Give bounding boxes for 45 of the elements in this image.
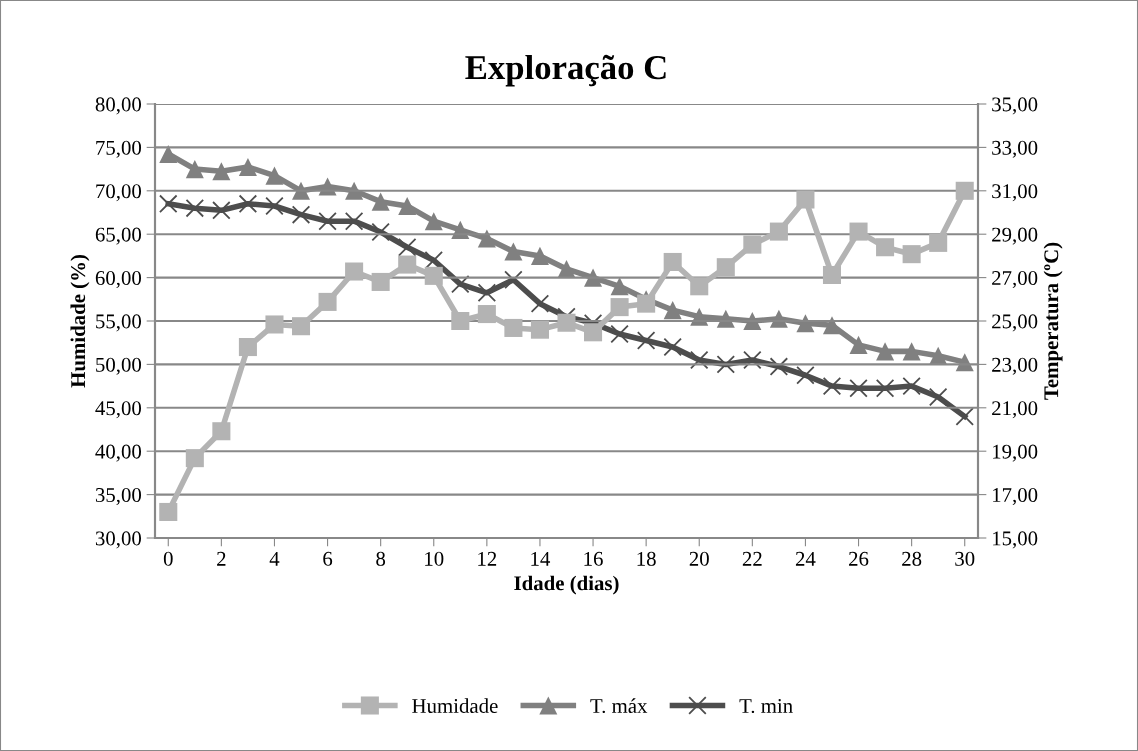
y-tick-label: 50,00	[96, 357, 142, 375]
y2-tick-label: 33,00	[992, 140, 1038, 158]
y-tick-label: 75,00	[96, 140, 142, 158]
legend-label: T. min	[739, 699, 793, 714]
y2-tick-label: 23,00	[992, 357, 1038, 375]
x-tick-label: 2	[217, 551, 226, 566]
x-tick-label: 6	[323, 551, 333, 566]
y-tick-label: 65,00	[95, 227, 142, 245]
legend-label: Humidade	[412, 698, 498, 713]
y2-tick-label: 27,00	[992, 270, 1038, 289]
y2-tick-label: 17,00	[993, 487, 1038, 506]
x-tick-label: 28	[902, 551, 922, 566]
y-tick-label: 60,00	[95, 270, 142, 289]
y-tick-label: 80,00	[95, 97, 142, 115]
x-tick-label: 26	[849, 551, 869, 566]
x-tick-label: 30	[955, 551, 975, 566]
y-tick-label: 40,00	[95, 444, 142, 462]
x-tick-label: 10	[425, 551, 444, 566]
legend-label: T. máx	[590, 698, 648, 714]
x-tick-label: 12	[478, 551, 497, 566]
x-tick-label: 14	[531, 551, 551, 566]
y2-tick-label: 15,00	[993, 531, 1038, 549]
y-tick-label: 70,00	[96, 184, 142, 202]
y-axis-title: Humidade (%)	[70, 255, 90, 388]
y-tick-label: 35,00	[95, 487, 142, 506]
y2-tick-label: 19,00	[993, 444, 1038, 462]
x-tick-label: 24	[795, 551, 816, 566]
y-tick-label: 30,00	[95, 531, 142, 549]
y2-tick-label: 29,00	[992, 227, 1038, 245]
y2-axis-title: Temperatura (ºC)	[1043, 242, 1063, 400]
y-tick-label: 55,00	[96, 314, 142, 332]
y-tick-label: 45,00	[95, 401, 142, 419]
x-tick-label: 16	[584, 551, 603, 566]
x-tick-label: 20	[689, 551, 709, 566]
y2-tick-label: 25,00	[992, 314, 1038, 332]
y2-tick-label: 35,00	[992, 97, 1038, 115]
x-tick-label: 0	[163, 551, 173, 566]
y2-tick-label: 31,00	[992, 184, 1038, 202]
x-tick-label: 8	[376, 551, 386, 566]
x-axis-title: Idade (dias)	[514, 575, 619, 595]
y2-tick-label: 21,00	[992, 401, 1038, 419]
x-tick-label: 4	[269, 551, 280, 566]
chart-title: Exploração C	[465, 54, 666, 87]
x-tick-label: 22	[742, 551, 762, 566]
x-tick-label: 18	[637, 551, 656, 566]
